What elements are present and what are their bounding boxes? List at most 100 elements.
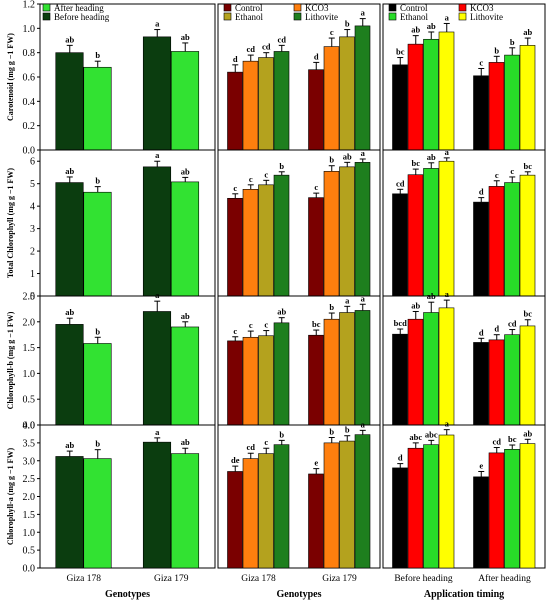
x-category-label: After heading [478, 573, 531, 584]
significance-label: c [264, 437, 268, 447]
bar [438, 307, 455, 426]
legend-label: Control [235, 3, 263, 13]
significance-label: ab [343, 151, 352, 161]
y-axis-label: Carotenoid (mg g −1 FW) [6, 33, 15, 121]
significance-label: a [445, 289, 450, 299]
significance-label: bcd [394, 318, 408, 328]
y-tick-label: 1.0 [23, 528, 36, 539]
panel-r0-c2 [382, 3, 546, 151]
significance-label: c [233, 326, 237, 336]
significance-label: ab [65, 307, 74, 317]
x-axis-title: Genotypes [105, 589, 150, 600]
legend-swatch [223, 12, 232, 21]
bar [170, 453, 200, 569]
significance-label: a [155, 150, 160, 160]
legend-swatch [42, 12, 51, 21]
panel-r2-c2 [382, 295, 546, 426]
panel-r2-c1 [217, 295, 381, 426]
significance-label: d [479, 327, 484, 337]
significance-label: c [495, 170, 499, 180]
legend-label: KCO3 [305, 3, 329, 13]
bar [142, 311, 172, 426]
significance-label: cd [247, 442, 256, 452]
significance-label: abc [409, 432, 422, 442]
x-category-label: Before heading [394, 573, 453, 584]
legend-label: Before heading [54, 12, 110, 22]
bar [473, 476, 489, 569]
bar [407, 43, 424, 151]
bar [258, 57, 274, 151]
bar [473, 75, 489, 151]
significance-label: cd [262, 42, 271, 52]
bar [504, 449, 520, 569]
significance-label: d [233, 54, 238, 64]
y-tick-label: 0.0 [23, 564, 36, 575]
significance-label: abc [425, 429, 438, 439]
y-tick-label: 1.2 [23, 0, 36, 11]
panel-r3-c2 [382, 424, 546, 569]
y-tick-label: 1.5 [23, 510, 36, 521]
bar [170, 51, 200, 151]
bar [83, 343, 112, 426]
y-tick-label: 2.5 [23, 292, 36, 303]
legend-swatch [458, 3, 467, 12]
significance-label: c [249, 320, 253, 330]
bar [438, 434, 455, 569]
legend-label: Ethanol [400, 12, 428, 22]
bar [423, 168, 439, 297]
significance-label: a [361, 148, 366, 158]
bar [473, 342, 489, 426]
significance-label: b [279, 429, 284, 439]
significance-label: b [95, 176, 100, 186]
significance-label: ab [181, 437, 190, 447]
bar [423, 312, 439, 426]
legend-swatch [388, 3, 397, 12]
y-tick-label: 0.0 [23, 421, 36, 432]
bar [323, 171, 340, 297]
significance-label: de [231, 455, 240, 465]
bar [83, 66, 112, 151]
y-tick-label: 2.0 [23, 492, 36, 503]
bar [142, 36, 172, 151]
panel-r1-c1 [217, 149, 381, 297]
legend-label: Control [400, 3, 428, 13]
panel-r3-c0 [37, 424, 216, 569]
significance-label: b [329, 427, 334, 437]
bar [438, 31, 455, 151]
significance-label: d [314, 51, 319, 61]
significance-label: b [279, 161, 284, 171]
bar [488, 339, 505, 426]
legend-label: KCO3 [470, 3, 494, 13]
bar [354, 25, 371, 151]
y-tick-label: 5 [30, 179, 35, 190]
significance-label: bc [312, 319, 321, 329]
bar [392, 333, 408, 426]
y-tick-label: 1 [30, 269, 35, 280]
x-axis-title: Genotypes [277, 589, 322, 600]
bar [407, 174, 424, 297]
significance-label: ab [427, 152, 436, 162]
y-tick-label: 0.0 [23, 146, 36, 157]
bar [258, 453, 274, 569]
y-tick-label: 2 [30, 247, 35, 258]
bar [273, 322, 290, 426]
significance-label: a [361, 419, 366, 429]
y-tick-label: 0.4 [23, 97, 36, 108]
significance-label: ab [411, 300, 420, 310]
significance-label: b [95, 439, 100, 449]
y-tick-label: 2.5 [23, 474, 36, 485]
significance-label: b [95, 50, 100, 60]
significance-label: ab [181, 311, 190, 321]
y-tick-label: 3.5 [23, 438, 36, 449]
bar [354, 434, 371, 569]
legend-swatch [42, 3, 51, 12]
y-tick-label: 3.0 [23, 456, 36, 467]
bar [423, 444, 439, 569]
significance-label: ab [277, 307, 286, 317]
bar [339, 312, 355, 426]
significance-label: b [95, 326, 100, 336]
y-tick-label: 4 [30, 202, 35, 213]
legend-swatch [388, 12, 397, 21]
significance-label: b [345, 19, 350, 29]
y-tick-label: 6 [30, 157, 35, 168]
